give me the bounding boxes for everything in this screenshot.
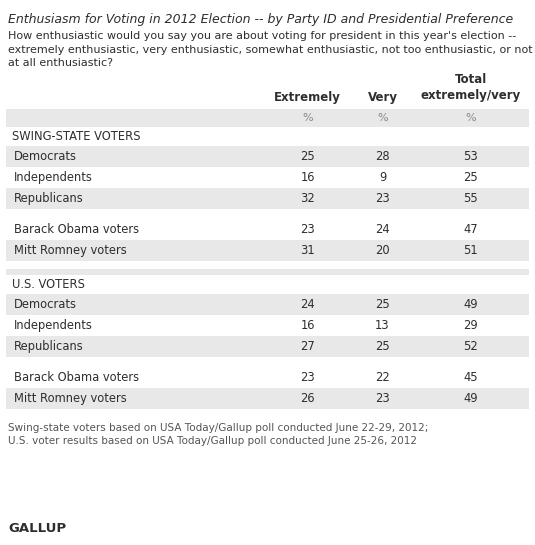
Text: Mitt Romney voters: Mitt Romney voters	[13, 244, 126, 257]
Text: 20: 20	[375, 244, 390, 257]
Bar	[6, 315, 529, 336]
Text: 24: 24	[300, 298, 315, 311]
Text: 13: 13	[375, 319, 390, 332]
Text: 45: 45	[463, 371, 478, 384]
Text: 23: 23	[300, 371, 315, 384]
Bar	[6, 240, 529, 261]
Text: 26: 26	[300, 392, 315, 405]
Text: U.S. voter results based on USA Today/Gallup poll conducted June 25-26, 2012: U.S. voter results based on USA Today/Ga…	[8, 436, 417, 446]
Text: Enthusiasm for Voting in 2012 Election -- by Party ID and Presidential Preferenc: Enthusiasm for Voting in 2012 Election -…	[8, 13, 513, 26]
Text: 53: 53	[463, 150, 478, 163]
Text: 32: 32	[300, 192, 315, 205]
Text: 25: 25	[463, 171, 478, 184]
Text: 22: 22	[375, 371, 390, 384]
Text: 16: 16	[300, 171, 315, 184]
Bar	[6, 109, 529, 127]
Text: Barack Obama voters: Barack Obama voters	[13, 223, 139, 236]
Text: Democrats: Democrats	[13, 150, 77, 163]
Bar	[6, 388, 529, 409]
Text: 49: 49	[463, 392, 478, 405]
Text: Democrats: Democrats	[13, 298, 77, 311]
Text: Total
extremely/very: Total extremely/very	[421, 73, 521, 102]
Text: How enthusiastic would you say you are about voting for president in this year's: How enthusiastic would you say you are a…	[8, 31, 533, 68]
Text: Very: Very	[368, 91, 398, 104]
Text: 16: 16	[300, 319, 315, 332]
Text: 25: 25	[300, 150, 315, 163]
Text: 47: 47	[463, 223, 478, 236]
Text: 25: 25	[375, 340, 390, 353]
Text: 24: 24	[375, 223, 390, 236]
Text: %: %	[465, 113, 476, 123]
Text: Barack Obama voters: Barack Obama voters	[13, 371, 139, 384]
Bar	[6, 209, 529, 219]
Text: 23: 23	[375, 392, 390, 405]
Text: GALLUP: GALLUP	[8, 522, 66, 535]
Text: 9: 9	[379, 171, 386, 184]
Text: Independents: Independents	[13, 319, 93, 332]
Text: 29: 29	[463, 319, 478, 332]
Text: SWING-STATE VOTERS: SWING-STATE VOTERS	[12, 130, 140, 143]
Text: Republicans: Republicans	[13, 340, 83, 353]
Text: Republicans: Republicans	[13, 192, 83, 205]
Bar	[6, 219, 529, 240]
Text: 23: 23	[375, 192, 390, 205]
Bar	[6, 294, 529, 315]
Bar	[6, 357, 529, 367]
Text: Extremely: Extremely	[274, 91, 341, 104]
Bar	[6, 167, 529, 188]
Text: 52: 52	[463, 340, 478, 353]
Bar	[6, 188, 529, 209]
Text: %: %	[302, 113, 313, 123]
Text: 28: 28	[375, 150, 390, 163]
Text: 55: 55	[463, 192, 478, 205]
Text: Mitt Romney voters: Mitt Romney voters	[13, 392, 126, 405]
Text: %: %	[377, 113, 388, 123]
Bar	[6, 336, 529, 357]
Bar	[6, 269, 529, 275]
Bar	[6, 146, 529, 167]
Bar	[6, 409, 529, 417]
Text: 49: 49	[463, 298, 478, 311]
Text: 27: 27	[300, 340, 315, 353]
Text: 51: 51	[463, 244, 478, 257]
Text: 23: 23	[300, 223, 315, 236]
Text: U.S. VOTERS: U.S. VOTERS	[12, 278, 85, 291]
Text: 31: 31	[300, 244, 315, 257]
Bar	[6, 367, 529, 388]
Text: Swing-state voters based on USA Today/Gallup poll conducted June 22-29, 2012;: Swing-state voters based on USA Today/Ga…	[8, 423, 429, 433]
Bar	[6, 275, 529, 294]
Bar	[6, 127, 529, 146]
Text: 25: 25	[375, 298, 390, 311]
Bar	[6, 261, 529, 269]
Text: Independents: Independents	[13, 171, 93, 184]
